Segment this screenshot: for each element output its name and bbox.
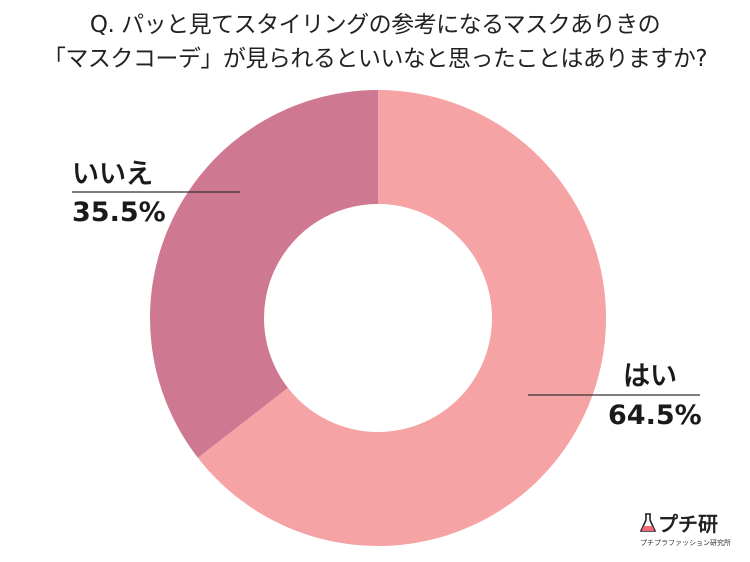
label-yes-value: 64.5% [608, 400, 702, 431]
logo-text: プチ研 [658, 512, 718, 536]
chart-title: Q. パッと見てスタイリングの参考になるマスクありきの 「マスクコーデ」が見られ… [0, 8, 750, 76]
title-line-1: Q. パッと見てスタイリングの参考になるマスクありきの [89, 12, 661, 38]
logo-subtitle: プチプラファッション研究所 [640, 539, 731, 547]
slice-no [149, 90, 378, 458]
flask-icon [640, 512, 656, 532]
slice-yes [197, 90, 606, 546]
label-no-name: いいえ [72, 159, 153, 190]
brand-logo: プチ研 プチプラファッション研究所 [640, 508, 740, 548]
donut-slices [149, 90, 606, 546]
title-line-2: 「マスクコーデ」が見られるといいなと思ったことはありますか? [42, 46, 708, 72]
label-no-value: 35.5% [72, 197, 166, 228]
label-yes-name: はい [623, 361, 677, 392]
